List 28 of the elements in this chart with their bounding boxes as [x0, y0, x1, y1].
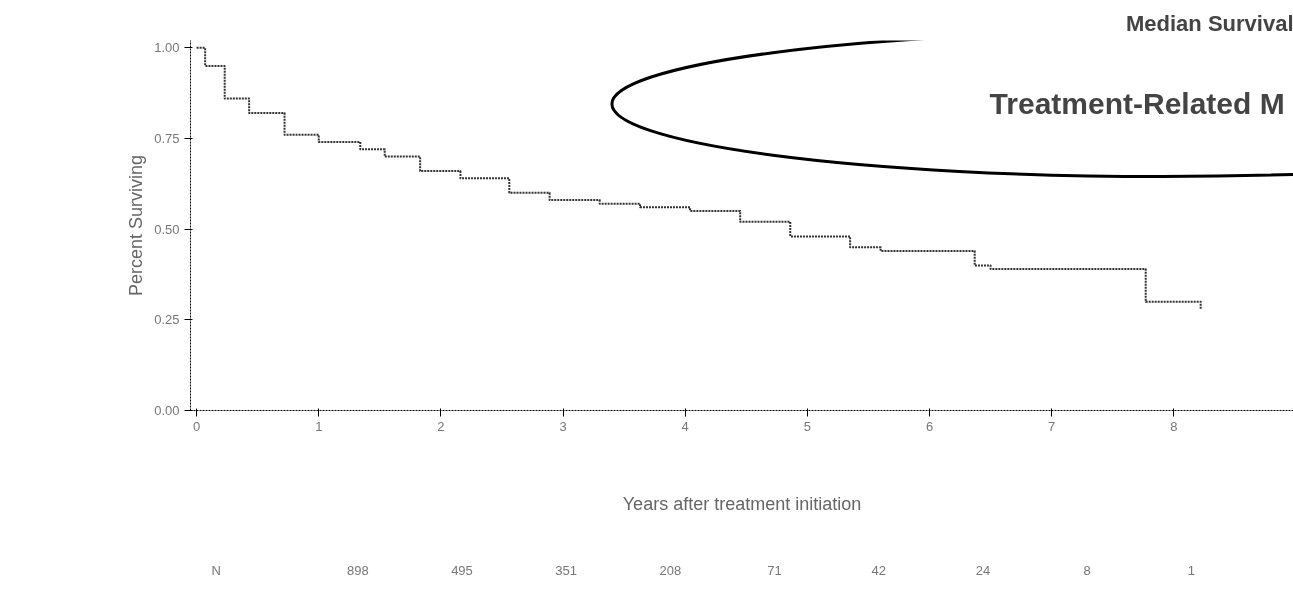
x-tick-label: 8: [1170, 418, 1178, 434]
x-tick-label: 2: [437, 418, 445, 434]
chart-title: Median Survival: [1126, 10, 1293, 36]
text: 898: [346, 563, 369, 578]
annotation: Treatment-Related M: [989, 87, 1285, 121]
y-tick-label: 0.00: [154, 403, 180, 418]
text: N: [211, 563, 221, 578]
y-axis-title: Percent Surviving: [126, 154, 147, 297]
x-tick-label: 0: [192, 418, 201, 434]
x-tick-label: 4: [681, 418, 689, 434]
text: 24: [975, 563, 991, 578]
y-tick-label: 1.00: [154, 40, 180, 56]
y-tick-label: 0.25: [154, 312, 180, 328]
x-tick-label: 1: [315, 418, 323, 434]
x-tick-label: 3: [559, 418, 567, 434]
x-tick-label: 5: [803, 418, 811, 434]
text: 42: [871, 563, 887, 578]
text: 208: [659, 563, 682, 578]
text: 495: [451, 563, 473, 578]
text: 1: [1187, 563, 1195, 578]
x-tick-label: 7: [1048, 418, 1056, 434]
x-axis-title: Years after treatment initiation: [622, 493, 862, 514]
text: 8: [1083, 563, 1091, 578]
x-tick-label: 6: [925, 418, 934, 434]
text: 351: [555, 563, 578, 578]
text: 71: [767, 563, 782, 578]
y-tick-label: 0.50: [154, 221, 180, 237]
y-tick-label: 0.75: [154, 130, 180, 146]
